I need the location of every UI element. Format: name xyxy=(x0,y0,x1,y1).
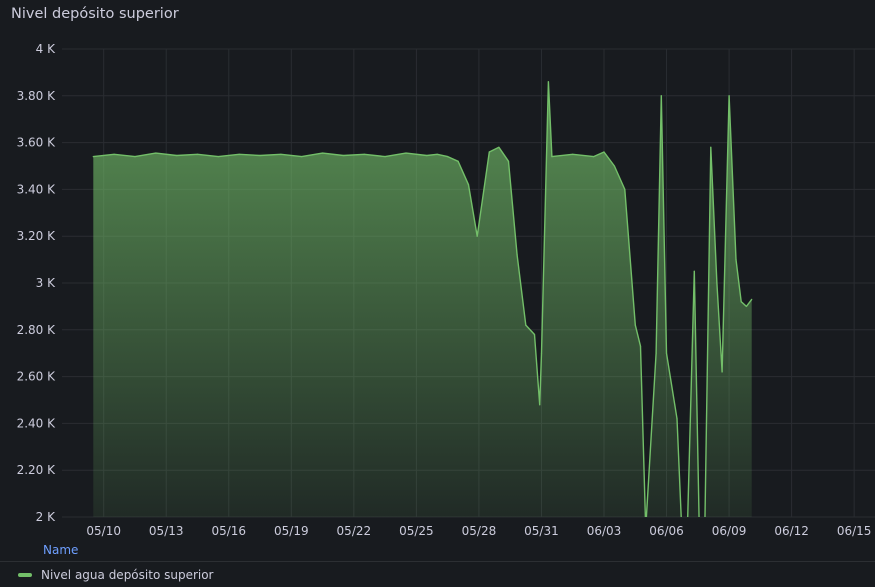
data-point xyxy=(238,153,240,155)
data-point xyxy=(301,156,303,158)
y-tick-label: 2.60 K xyxy=(17,370,57,384)
data-point xyxy=(665,352,668,354)
y-tick-label: 3.40 K xyxy=(17,182,57,196)
legend-divider xyxy=(0,561,875,562)
data-point xyxy=(507,160,510,162)
data-point xyxy=(539,404,541,406)
data-point xyxy=(639,345,642,347)
data-point xyxy=(645,528,646,529)
x-tick-label: 05/13 xyxy=(149,524,184,538)
data-point xyxy=(322,152,324,154)
x-tick-label: 06/06 xyxy=(649,524,684,538)
legend-header[interactable]: Name xyxy=(43,543,79,557)
data-point xyxy=(259,154,261,157)
legend-item[interactable]: Nivel agua depósito superior xyxy=(18,568,214,582)
data-point xyxy=(745,305,748,307)
y-tick-label: 3 K xyxy=(36,276,56,290)
y-tick-label: 3.20 K xyxy=(17,229,57,243)
data-point xyxy=(655,352,657,354)
data-point xyxy=(217,156,219,158)
data-point xyxy=(498,146,500,148)
data-point xyxy=(476,235,478,237)
data-point xyxy=(155,152,157,154)
data-point xyxy=(447,156,449,158)
x-tick-label: 06/09 xyxy=(712,524,747,538)
data-point xyxy=(693,270,695,272)
y-tick-label: 3.60 K xyxy=(17,136,57,150)
data-point xyxy=(740,301,742,303)
data-point xyxy=(660,95,662,97)
data-point xyxy=(113,153,115,155)
legend-label: Nivel agua depósito superior xyxy=(41,568,214,582)
x-tick-label: 05/28 xyxy=(462,524,497,538)
data-point xyxy=(363,153,365,155)
data-point xyxy=(735,259,737,261)
x-tick-label: 06/03 xyxy=(587,524,622,538)
data-point xyxy=(467,184,470,186)
y-tick-label: 2.80 K xyxy=(17,323,57,337)
x-tick-label: 06/15 xyxy=(837,524,872,538)
data-point xyxy=(384,156,386,158)
data-point xyxy=(572,153,574,155)
data-point xyxy=(176,154,178,157)
y-tick-label: 4 K xyxy=(36,42,56,56)
data-point xyxy=(716,282,718,284)
panel-title[interactable]: Nivel depósito superior xyxy=(11,6,179,22)
y-tick-label: 2.40 K xyxy=(17,416,57,430)
data-point xyxy=(196,153,199,155)
legend-swatch xyxy=(18,573,32,577)
x-tick-label: 05/25 xyxy=(399,524,434,538)
y-tick-label: 3.80 K xyxy=(17,89,57,103)
data-point xyxy=(593,156,595,158)
series-area xyxy=(93,81,752,517)
x-tick-label: 05/10 xyxy=(86,524,121,538)
data-point xyxy=(721,371,723,373)
time-series-chart[interactable]: 2 K 2.20 K 2.40 K 2.60 K 2.80 K 3 K 3.20 K 3.40… xyxy=(0,0,875,540)
data-point xyxy=(704,528,705,529)
data-point xyxy=(516,254,518,256)
y-axis: 2 K 2.20 K 2.40 K 2.60 K 2.80 K 3 K 3.20 K 3.40… xyxy=(17,42,57,524)
data-point xyxy=(751,298,753,300)
data-point xyxy=(540,352,543,354)
data-point xyxy=(436,153,438,155)
x-tick-label: 05/31 xyxy=(524,524,559,538)
data-point xyxy=(92,156,94,158)
data-point xyxy=(342,154,344,157)
data-point xyxy=(533,333,536,336)
data-point xyxy=(624,188,626,190)
x-tick-label: 06/12 xyxy=(774,524,809,538)
data-point xyxy=(457,160,459,162)
data-point xyxy=(676,418,678,420)
x-axis: 05/10 05/13 05/16 05/19 05/22 05/25 05/28 05/31… xyxy=(86,524,871,538)
data-point xyxy=(525,324,527,326)
series-layer xyxy=(92,81,753,529)
data-point xyxy=(710,146,712,148)
y-tick-label: 2 K xyxy=(36,510,56,524)
data-point xyxy=(547,81,550,83)
data-point xyxy=(603,151,605,153)
data-point xyxy=(134,156,136,158)
data-point xyxy=(405,152,407,154)
data-point xyxy=(488,151,490,153)
data-point xyxy=(280,153,282,155)
x-tick-label: 05/22 xyxy=(337,524,372,538)
y-tick-label: 2.20 K xyxy=(17,463,57,477)
data-point xyxy=(687,528,688,529)
data-point xyxy=(728,95,730,97)
data-point xyxy=(613,165,616,167)
data-point xyxy=(634,324,636,326)
x-tick-label: 05/19 xyxy=(274,524,309,538)
data-point xyxy=(426,154,428,157)
data-point xyxy=(551,156,553,158)
x-tick-label: 05/16 xyxy=(211,524,246,538)
